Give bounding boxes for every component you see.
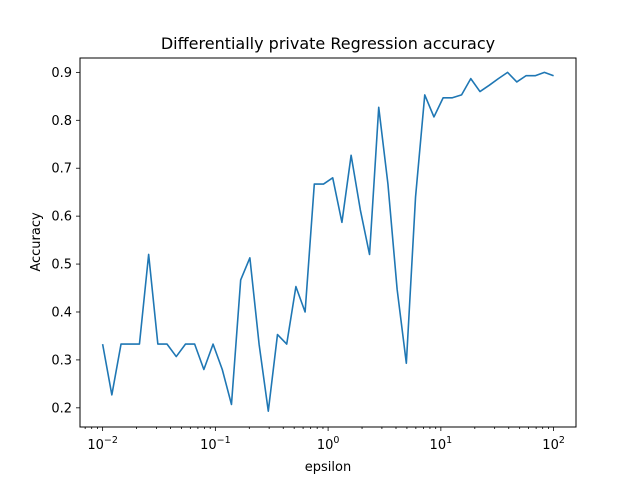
chart-title: Differentially private Regression accura… (161, 34, 495, 53)
x-tick-label: 100 (317, 435, 340, 453)
y-tick-label: 0.8 (51, 114, 72, 129)
axes-frame (79, 57, 577, 428)
y-axis-label: Accuracy (29, 212, 44, 272)
series-line-0 (101, 71, 554, 412)
x-tick-label: 10−2 (87, 435, 118, 453)
x-tick-label: 101 (430, 435, 453, 453)
x-axis-ticks: 10−2 10−1 100 101 102 (84, 427, 565, 453)
y-tick-label: 0.2 (51, 401, 72, 416)
y-tick-label: 0.6 (51, 210, 72, 225)
plot-area (101, 71, 554, 412)
x-tick-label: 10−1 (200, 435, 231, 453)
y-tick-label: 0.5 (51, 258, 72, 273)
y-tick-label: 0.7 (51, 162, 72, 177)
y-tick-label: 0.4 (51, 305, 72, 320)
x-axis-label: epsilon (305, 460, 351, 475)
y-axis-ticks: 0.2 0.3 0.4 0.5 0.6 0.7 0.8 0.9 (51, 66, 80, 416)
x-tick-label: 102 (542, 435, 565, 453)
y-tick-label: 0.9 (51, 66, 72, 81)
y-tick-label: 0.3 (51, 353, 72, 368)
